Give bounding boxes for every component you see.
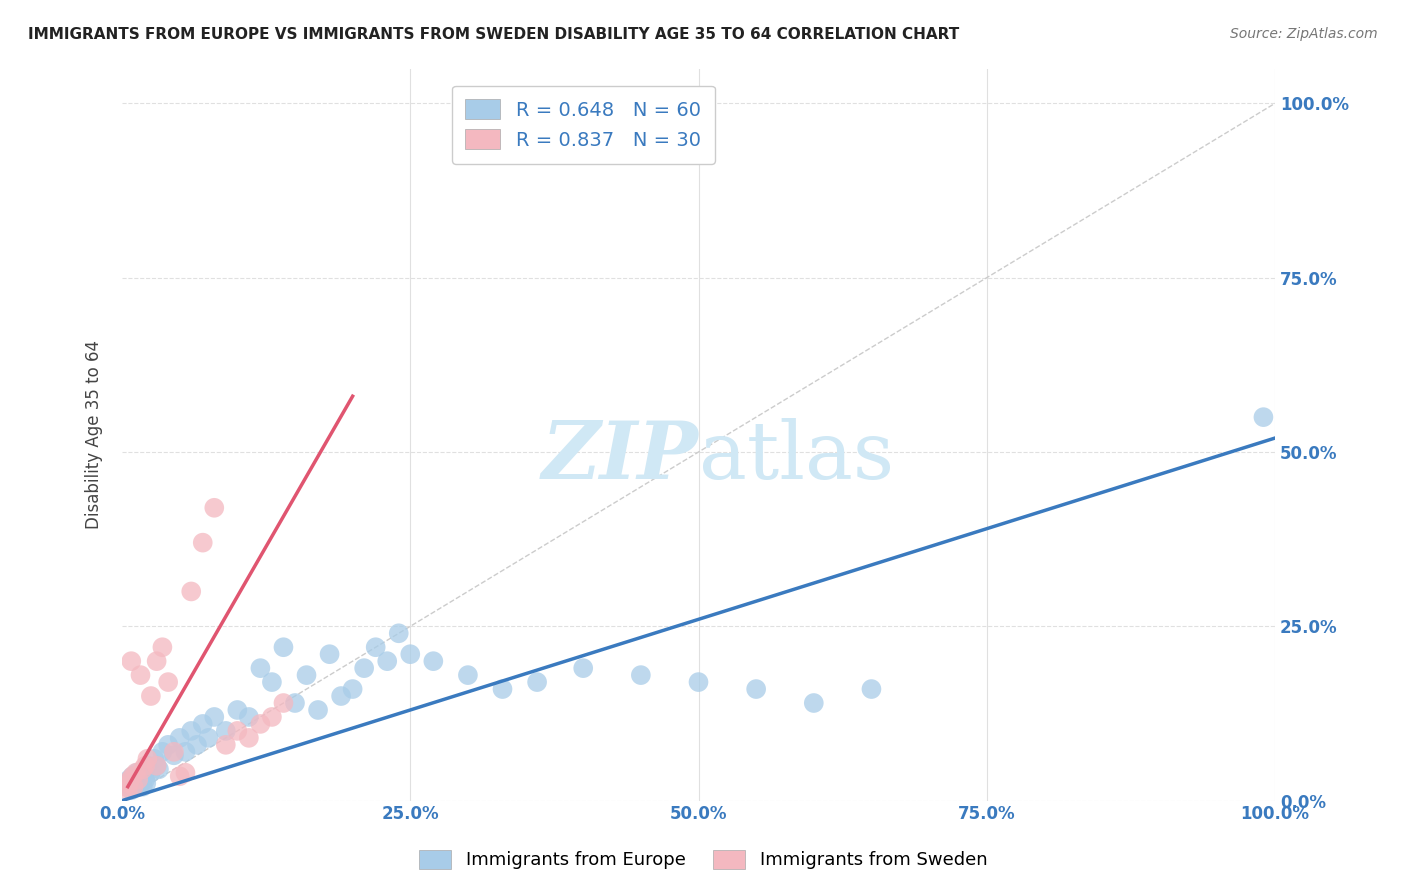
Point <box>249 717 271 731</box>
Point <box>191 717 214 731</box>
Point <box>803 696 825 710</box>
Point <box>422 654 444 668</box>
Point <box>125 765 148 780</box>
Point <box>120 654 142 668</box>
Point <box>202 500 225 515</box>
Point <box>174 745 197 759</box>
Point <box>260 675 283 690</box>
Point <box>572 661 595 675</box>
Point <box>260 710 283 724</box>
Point <box>145 654 167 668</box>
Point <box>215 723 238 738</box>
Point <box>169 769 191 783</box>
Text: Source: ZipAtlas.com: Source: ZipAtlas.com <box>1230 27 1378 41</box>
Point <box>129 776 152 790</box>
Y-axis label: Disability Age 35 to 64: Disability Age 35 to 64 <box>86 340 103 529</box>
Point <box>318 647 340 661</box>
Point <box>148 762 170 776</box>
Point <box>186 738 208 752</box>
Point <box>388 626 411 640</box>
Point <box>120 783 142 797</box>
Point <box>491 681 513 696</box>
Point <box>139 765 162 780</box>
Text: atlas: atlas <box>699 417 894 496</box>
Point <box>860 681 883 696</box>
Point <box>114 780 136 794</box>
Text: ZIP: ZIP <box>541 417 699 495</box>
Point <box>136 758 159 772</box>
Point <box>152 745 174 759</box>
Point <box>134 758 156 772</box>
Point <box>120 772 142 787</box>
Point <box>273 640 295 655</box>
Point <box>127 772 149 787</box>
Point <box>226 703 249 717</box>
Point <box>136 752 159 766</box>
Point <box>342 681 364 696</box>
Point <box>134 772 156 787</box>
Point <box>132 762 155 776</box>
Point <box>375 654 398 668</box>
Point <box>191 535 214 549</box>
Point <box>169 731 191 745</box>
Point <box>132 765 155 780</box>
Legend: Immigrants from Europe, Immigrants from Sweden: Immigrants from Europe, Immigrants from … <box>409 841 997 879</box>
Point <box>174 765 197 780</box>
Point <box>630 668 652 682</box>
Point <box>127 780 149 794</box>
Point <box>128 772 150 787</box>
Point <box>124 772 146 787</box>
Point <box>226 723 249 738</box>
Point <box>215 738 238 752</box>
Point <box>399 647 422 661</box>
Point <box>129 668 152 682</box>
Point <box>117 783 139 797</box>
Point <box>353 661 375 675</box>
Point <box>117 776 139 790</box>
Point <box>131 769 153 783</box>
Point <box>180 723 202 738</box>
Point <box>145 758 167 772</box>
Point <box>273 696 295 710</box>
Point <box>122 780 145 794</box>
Point <box>197 731 219 745</box>
Point <box>157 738 180 752</box>
Legend: R = 0.648   N = 60, R = 0.837   N = 30: R = 0.648 N = 60, R = 0.837 N = 30 <box>451 86 714 163</box>
Point <box>238 731 260 745</box>
Point <box>139 689 162 703</box>
Point <box>163 748 186 763</box>
Point <box>118 776 141 790</box>
Point <box>125 765 148 780</box>
Point <box>121 769 143 783</box>
Text: IMMIGRANTS FROM EUROPE VS IMMIGRANTS FROM SWEDEN DISABILITY AGE 35 TO 64 CORRELA: IMMIGRANTS FROM EUROPE VS IMMIGRANTS FRO… <box>28 27 959 42</box>
Point <box>122 780 145 794</box>
Point <box>330 689 353 703</box>
Point <box>364 640 387 655</box>
Point <box>143 752 166 766</box>
Point <box>125 776 148 790</box>
Point <box>238 710 260 724</box>
Point <box>118 772 141 787</box>
Point <box>745 681 768 696</box>
Point <box>1253 410 1275 425</box>
Point <box>152 640 174 655</box>
Point <box>284 696 307 710</box>
Point <box>132 780 155 794</box>
Point <box>163 745 186 759</box>
Point <box>121 769 143 783</box>
Point <box>526 675 548 690</box>
Point <box>157 675 180 690</box>
Point <box>202 710 225 724</box>
Point <box>688 675 710 690</box>
Point <box>457 668 479 682</box>
Point <box>307 703 329 717</box>
Point <box>295 668 318 682</box>
Point <box>180 584 202 599</box>
Point <box>135 776 157 790</box>
Point <box>249 661 271 675</box>
Point <box>145 758 167 772</box>
Point <box>120 780 142 794</box>
